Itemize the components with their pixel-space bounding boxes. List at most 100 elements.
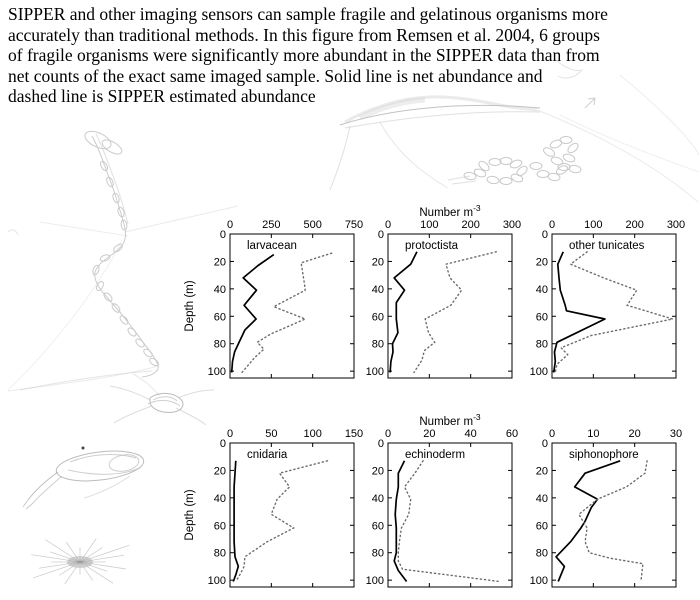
svg-text:protoctista: protoctista — [405, 240, 459, 252]
svg-text:20: 20 — [536, 465, 548, 477]
chart-panel-echinoderm: 0 20 40 60 0 20 40 60 80 100 echinoderm Number m-3 — [338, 413, 536, 600]
caption-line: dashed line is SIPPER estimated abundanc… — [8, 86, 316, 106]
svg-text:40: 40 — [214, 493, 226, 505]
svg-text:10: 10 — [587, 428, 599, 440]
siphonophore-chain-image — [7, 130, 239, 392]
svg-text:20: 20 — [372, 256, 384, 268]
svg-text:80: 80 — [214, 548, 226, 560]
sipper-abundance-line — [397, 460, 501, 583]
svg-text:60: 60 — [372, 520, 384, 532]
caption-line: SIPPER and other imaging sensors can sam… — [8, 4, 608, 24]
chart-panel-other-tunicates: 0 100 200 300 0 20 40 60 80 100 other tunicates — [502, 204, 700, 412]
svg-text:150: 150 — [345, 428, 363, 440]
chart-svg: 0 250 500 750 0 20 40 60 80 100 larvacean Depth (m) — [184, 219, 363, 379]
svg-text:siphonophore: siphonophore — [569, 449, 639, 461]
svg-text:60: 60 — [214, 520, 226, 532]
svg-text:100: 100 — [366, 366, 384, 378]
sipper-abundance-line — [235, 460, 329, 583]
svg-text:100: 100 — [420, 219, 438, 231]
larvacean-image — [22, 450, 145, 510]
svg-text:0: 0 — [542, 438, 548, 450]
salp-chain-image — [447, 136, 582, 185]
svg-text:0: 0 — [378, 229, 384, 241]
net-abundance-line — [232, 460, 240, 582]
svg-text:Number m-3: Number m-3 — [419, 204, 481, 219]
chart-panel-siphonophore: 0 10 20 30 0 20 40 60 80 100 siphonophore — [502, 413, 700, 600]
svg-text:100: 100 — [530, 366, 548, 378]
svg-text:100: 100 — [584, 219, 602, 231]
svg-text:Number m-3: Number m-3 — [419, 413, 481, 428]
speck-dot — [81, 446, 85, 450]
chart-panel-cnidaria: 0 50 100 150 0 20 40 60 80 100 cnidaria Depth (m) — [180, 413, 378, 600]
svg-text:300: 300 — [503, 219, 521, 231]
svg-text:200: 200 — [461, 219, 479, 231]
svg-text:200: 200 — [625, 219, 643, 231]
svg-text:Depth (m): Depth (m) — [184, 280, 196, 331]
svg-text:80: 80 — [536, 339, 548, 351]
svg-text:0: 0 — [220, 438, 226, 450]
svg-text:20: 20 — [423, 428, 435, 440]
svg-text:100: 100 — [208, 366, 226, 378]
svg-text:500: 500 — [303, 219, 321, 231]
svg-text:60: 60 — [536, 311, 548, 323]
svg-text:20: 20 — [629, 428, 641, 440]
chart-svg: 0 10 20 30 0 20 40 60 80 100 siphonophore — [530, 428, 682, 588]
svg-text:0: 0 — [549, 428, 555, 440]
svg-text:0: 0 — [220, 229, 226, 241]
svg-text:40: 40 — [214, 284, 226, 296]
chart-svg: 0 100 200 300 0 20 40 60 80 100 protoctista Number … — [366, 204, 521, 379]
svg-text:750: 750 — [345, 219, 363, 231]
caption-line: net counts of the exact same imaged samp… — [8, 65, 543, 86]
svg-text:300: 300 — [667, 219, 685, 231]
chart-panel-protoctista: 0 100 200 300 0 20 40 60 80 100 protoctista Number … — [338, 204, 536, 412]
svg-text:80: 80 — [372, 339, 384, 351]
chart-svg: 0 50 100 150 0 20 40 60 80 100 cnidaria Depth (m) — [184, 428, 363, 588]
caption-line: of fragile organisms were significantly … — [8, 45, 600, 65]
svg-text:80: 80 — [536, 548, 548, 560]
svg-text:100: 100 — [530, 575, 548, 587]
svg-text:60: 60 — [214, 311, 226, 323]
svg-text:0: 0 — [549, 219, 555, 231]
svg-text:30: 30 — [670, 428, 682, 440]
svg-text:60: 60 — [506, 428, 518, 440]
svg-text:250: 250 — [262, 219, 280, 231]
sipper-abundance-line — [413, 251, 498, 374]
net-abundance-line — [230, 253, 275, 373]
chain-organism-image — [329, 59, 700, 203]
svg-text:0: 0 — [385, 219, 391, 231]
svg-text:0: 0 — [227, 428, 233, 440]
chain-segment-blobs — [92, 160, 159, 367]
svg-text:100: 100 — [366, 575, 384, 587]
chart-panel-larvacean: 0 250 500 750 0 20 40 60 80 100 larvacean Depth (m) — [180, 204, 378, 412]
svg-text:Depth (m): Depth (m) — [184, 489, 196, 540]
svg-text:0: 0 — [542, 229, 548, 241]
svg-text:60: 60 — [536, 520, 548, 532]
figure-caption: SIPPER and other imaging sensors can sam… — [8, 4, 700, 107]
svg-text:40: 40 — [372, 284, 384, 296]
svg-text:80: 80 — [214, 339, 226, 351]
svg-text:40: 40 — [536, 284, 548, 296]
net-abundance-line — [555, 459, 621, 582]
sipper-abundance-line — [241, 252, 333, 374]
sipper-abundance-line — [577, 460, 648, 583]
svg-text:80: 80 — [372, 548, 384, 560]
svg-text:echinoderm: echinoderm — [405, 449, 465, 461]
chart-svg: 0 100 200 300 0 20 40 60 80 100 other tunicates — [530, 219, 685, 379]
sipper-abundance-line — [554, 251, 673, 374]
svg-text:other tunicates: other tunicates — [569, 240, 645, 252]
net-abundance-line — [552, 251, 606, 373]
svg-text:40: 40 — [536, 493, 548, 505]
svg-text:20: 20 — [372, 465, 384, 477]
svg-text:cnidaria: cnidaria — [247, 449, 288, 461]
caption-line: accurately than traditional methods. In … — [8, 24, 600, 45]
svg-text:40: 40 — [372, 493, 384, 505]
svg-text:0: 0 — [378, 438, 384, 450]
radiolarian-image — [31, 538, 130, 585]
svg-text:100: 100 — [208, 575, 226, 587]
svg-text:40: 40 — [465, 428, 477, 440]
svg-text:20: 20 — [214, 256, 226, 268]
net-abundance-line — [389, 251, 418, 373]
svg-text:0: 0 — [227, 219, 233, 231]
